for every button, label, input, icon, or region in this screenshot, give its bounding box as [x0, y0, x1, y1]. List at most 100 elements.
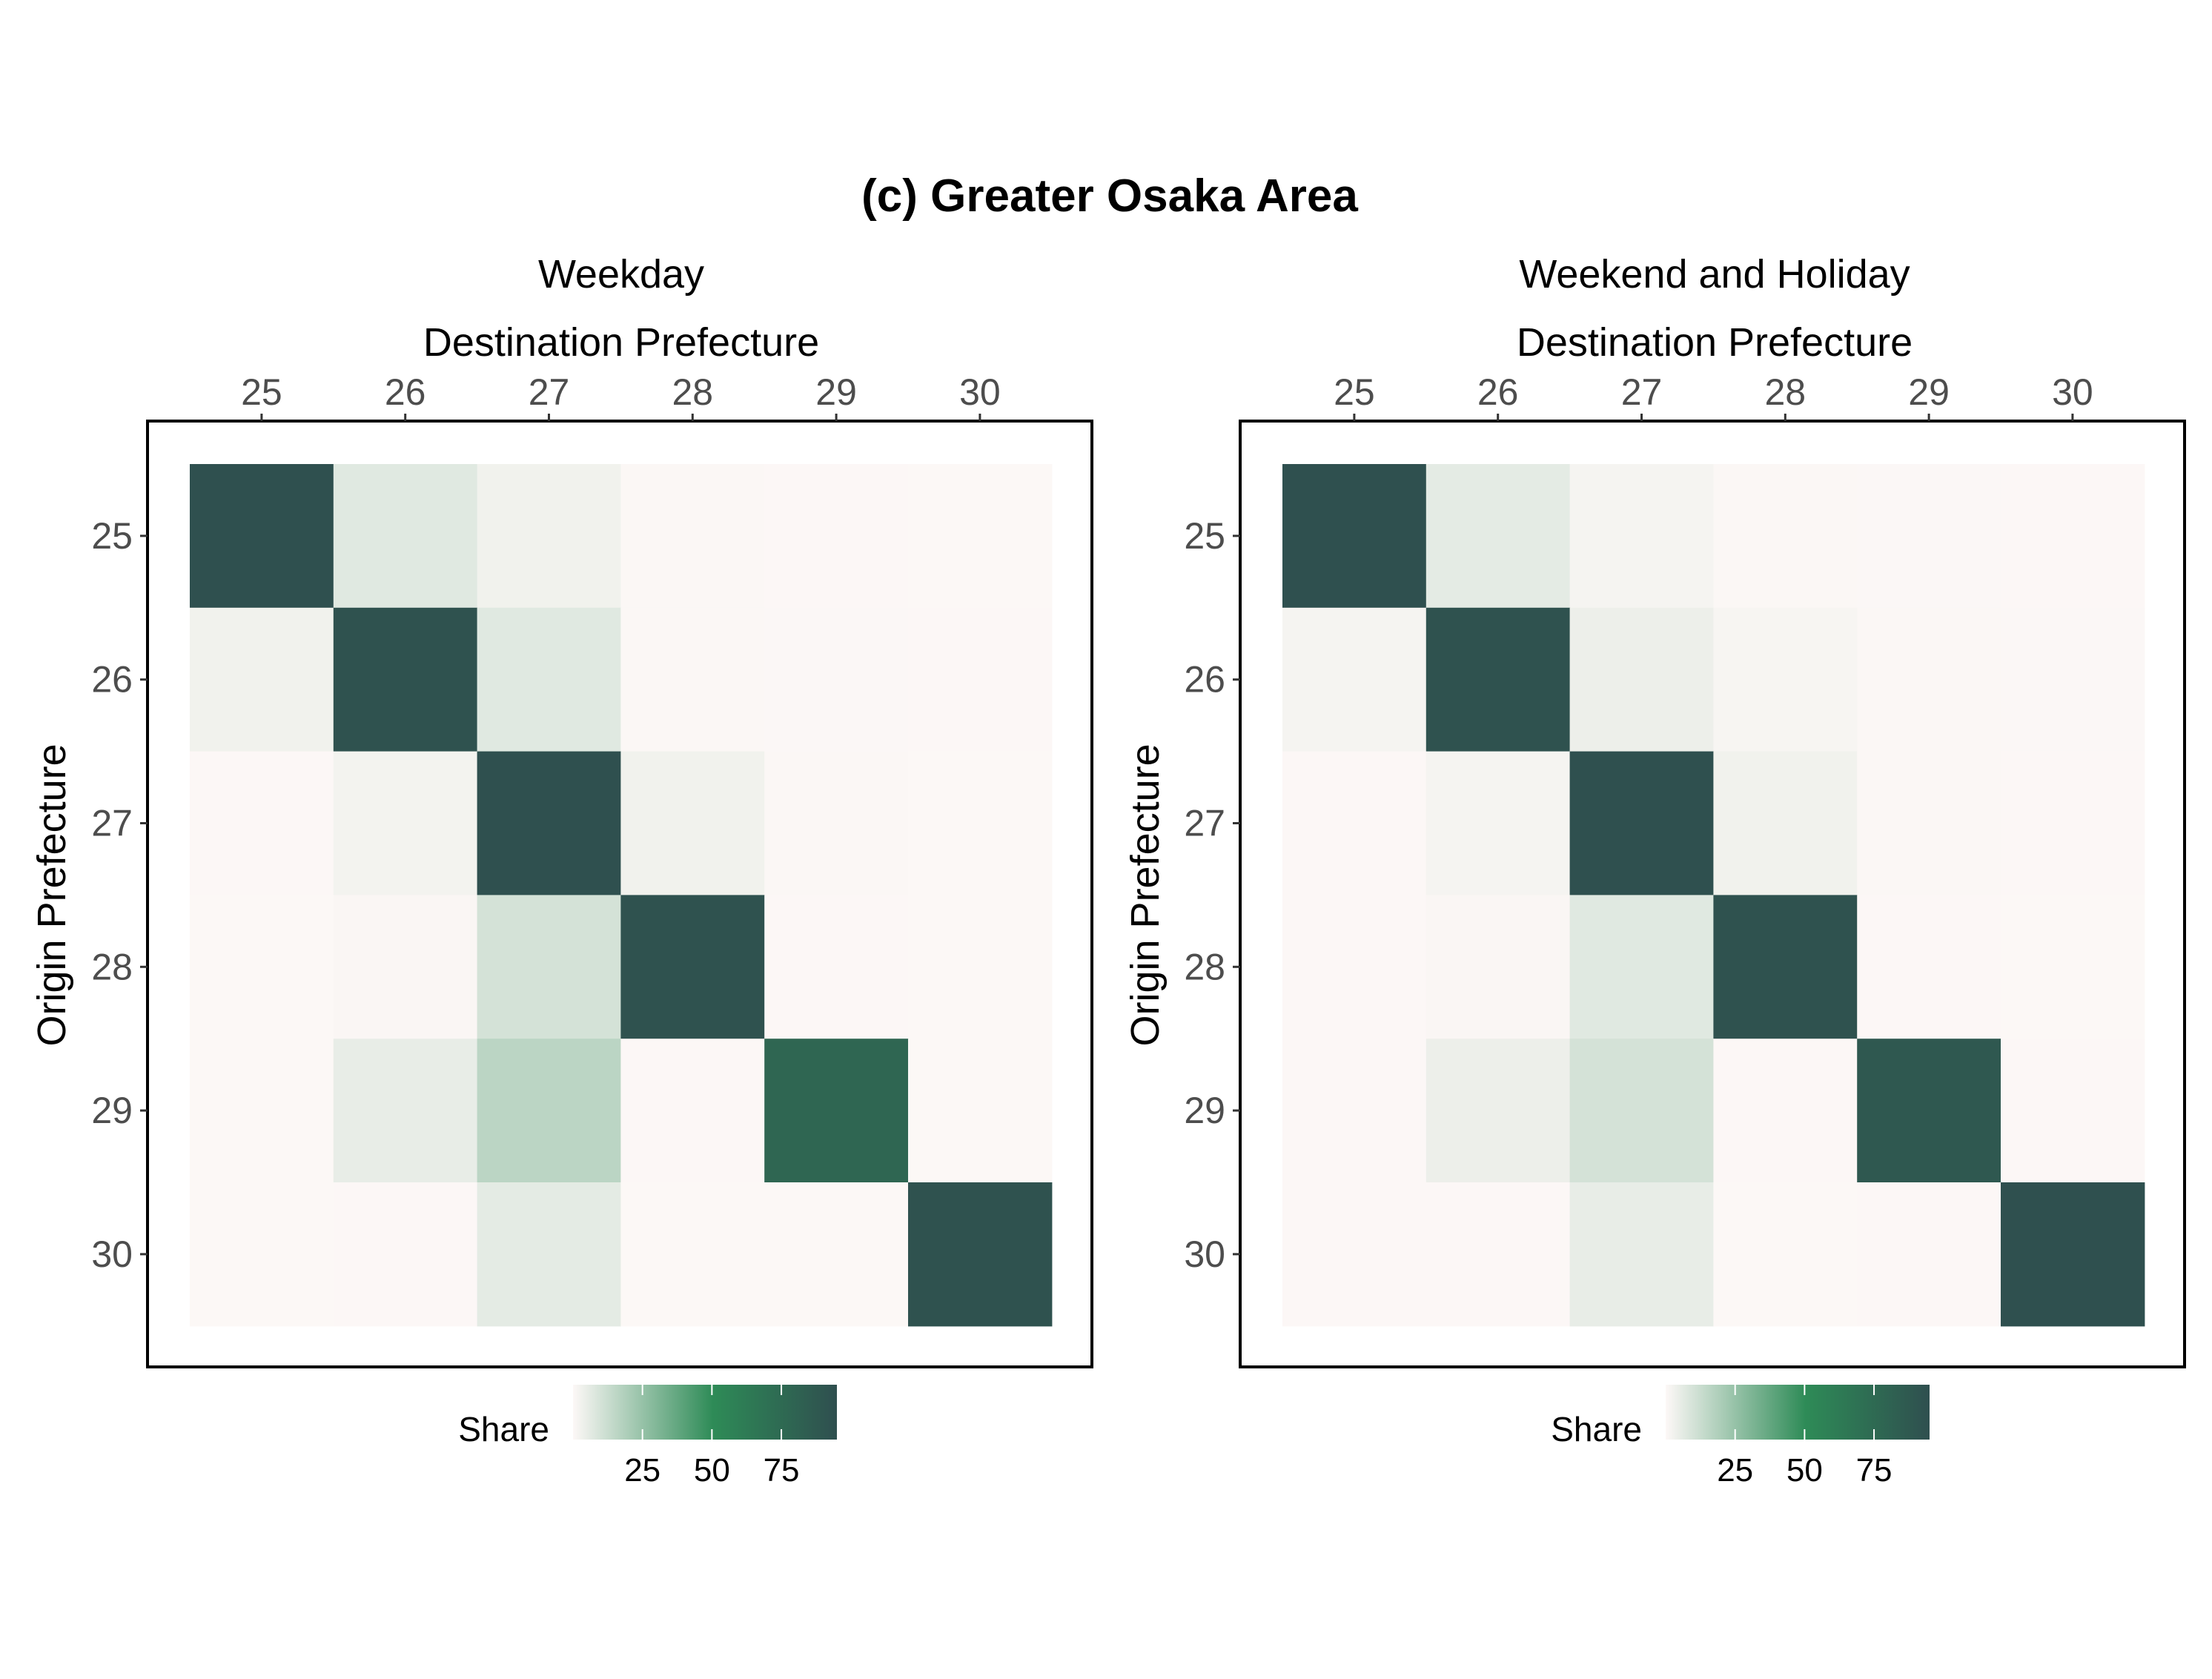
heatmap-cell	[764, 1039, 909, 1183]
heatmap-cell	[1282, 464, 1427, 609]
heatmap-cell	[764, 1182, 909, 1327]
heatmap-cell	[477, 895, 621, 1039]
x-tick-label: 28	[1764, 371, 1806, 413]
x-tick-label: 26	[1477, 371, 1519, 413]
heatmap-cell	[908, 751, 1053, 895]
heatmap-cell	[620, 464, 765, 609]
heatmap-cell	[620, 607, 765, 752]
heatmap-cell	[333, 751, 478, 895]
heatmap-panel-2: Weekend and Holiday Destination Prefectur…	[1123, 252, 2186, 1488]
heatmap-cell	[2001, 1182, 2145, 1327]
heatmap-cell	[1569, 607, 1714, 752]
heatmap-cell	[2001, 464, 2145, 609]
panels-layer: Weekday Destination Prefecture Origin Pref…	[30, 252, 2186, 1488]
heatmap-cell	[1569, 1182, 1714, 1327]
heatmap-cell	[1857, 895, 2001, 1039]
heatmap-cell	[764, 464, 909, 609]
color-legend: Share 25 50 75	[1551, 1385, 1930, 1488]
heatmap-cell	[2001, 895, 2145, 1039]
chart-title: (c) Greater Osaka Area	[861, 170, 1358, 222]
heatmap-cell	[1569, 464, 1714, 609]
y-tick-label: 28	[1184, 946, 1225, 987]
heatmap-cell	[190, 751, 334, 895]
heatmap-cell	[477, 607, 621, 752]
facet-label: Weekday	[538, 252, 704, 297]
y-tick-label: 26	[91, 659, 133, 701]
heatmap-cell	[1569, 751, 1714, 895]
heatmap-panel-1: Weekday Destination Prefecture Origin Pref…	[30, 252, 1093, 1488]
x-tick-label: 27	[1621, 371, 1663, 413]
y-tick-label: 29	[91, 1090, 133, 1131]
y-axis-title: Origin Prefecture	[30, 744, 74, 1046]
legend-tick-label: 75	[1856, 1452, 1893, 1488]
legend-colorbar	[573, 1385, 837, 1440]
y-tick-label: 29	[1184, 1090, 1225, 1131]
heatmap-cell	[908, 1182, 1053, 1327]
heatmap-cell	[908, 607, 1053, 752]
legend-tick-label: 50	[694, 1452, 730, 1488]
heatmap-cell	[764, 751, 909, 895]
heatmap-cell	[1713, 1182, 1858, 1327]
x-tick-label: 28	[672, 371, 713, 413]
x-tick-label: 30	[959, 371, 1001, 413]
legend-tick-label: 25	[624, 1452, 660, 1488]
y-tick-label: 27	[1184, 803, 1225, 844]
heatmap-cell	[1425, 1182, 1571, 1327]
heatmap-cell	[190, 464, 334, 609]
y-tick-label: 30	[1184, 1233, 1225, 1275]
x-tick-label: 30	[2052, 371, 2093, 413]
heatmap-cell	[190, 607, 334, 752]
heatmap-cell	[620, 1182, 765, 1327]
heatmap-cell	[1857, 607, 2001, 752]
heatmap-cell	[1282, 607, 1427, 752]
x-tick-label: 25	[1334, 371, 1375, 413]
x-axis-title: Destination Prefecture	[423, 320, 819, 365]
heatmap-cell	[908, 1039, 1053, 1183]
heatmap-cell	[477, 1039, 621, 1183]
heatmap-cell	[764, 895, 909, 1039]
heatmap-cell	[2001, 751, 2145, 895]
y-axis-title: Origin Prefecture	[1123, 744, 1168, 1046]
heatmap-cell	[1282, 1039, 1427, 1183]
heatmap-cell	[1425, 895, 1571, 1039]
heatmap-cell	[1425, 607, 1571, 752]
panel-border	[1239, 420, 2186, 1368]
legend-colorbar	[1666, 1385, 1930, 1440]
x-axis-title: Destination Prefecture	[1517, 320, 1913, 365]
heatmap-cell	[908, 895, 1053, 1039]
heatmap-cell	[333, 1039, 478, 1183]
heatmap-cell	[1713, 464, 1858, 609]
y-tick-label: 30	[91, 1233, 133, 1275]
color-legend: Share 25 50 75	[458, 1385, 837, 1488]
y-tick-label: 27	[91, 803, 133, 844]
heatmap-cell	[620, 751, 765, 895]
legend-tick-label: 50	[1787, 1452, 1823, 1488]
heatmap-cell	[620, 895, 765, 1039]
heatmap-cell	[477, 464, 621, 609]
heatmap-cell	[1713, 607, 1858, 752]
legend-title: Share	[1551, 1410, 1642, 1448]
heatmap-cell	[1282, 751, 1427, 895]
heatmap-cell	[1857, 751, 2001, 895]
heatmap-cell	[1713, 1039, 1858, 1183]
heatmap-cell	[190, 895, 334, 1039]
panel-border	[146, 420, 1093, 1368]
heatmap-cell	[1857, 1039, 2001, 1183]
heatmap-cell	[1425, 464, 1571, 609]
y-tick-label: 26	[1184, 659, 1225, 701]
legend-title: Share	[458, 1410, 549, 1448]
heatmap-cell	[908, 464, 1053, 609]
heatmap-cell	[333, 607, 478, 752]
heatmap-cell	[190, 1039, 334, 1183]
legend-tick-label: 25	[1717, 1452, 1753, 1488]
y-tick-label: 25	[1184, 515, 1225, 557]
heatmap-cell	[2001, 1039, 2145, 1183]
heatmap-cell	[764, 607, 909, 752]
heatmap-cell	[1713, 895, 1858, 1039]
y-tick-label: 28	[91, 946, 133, 987]
legend-tick-label: 75	[764, 1452, 800, 1488]
heatmap-cell	[1425, 1039, 1571, 1183]
heatmap-cell	[1569, 895, 1714, 1039]
x-tick-label: 26	[385, 371, 426, 413]
